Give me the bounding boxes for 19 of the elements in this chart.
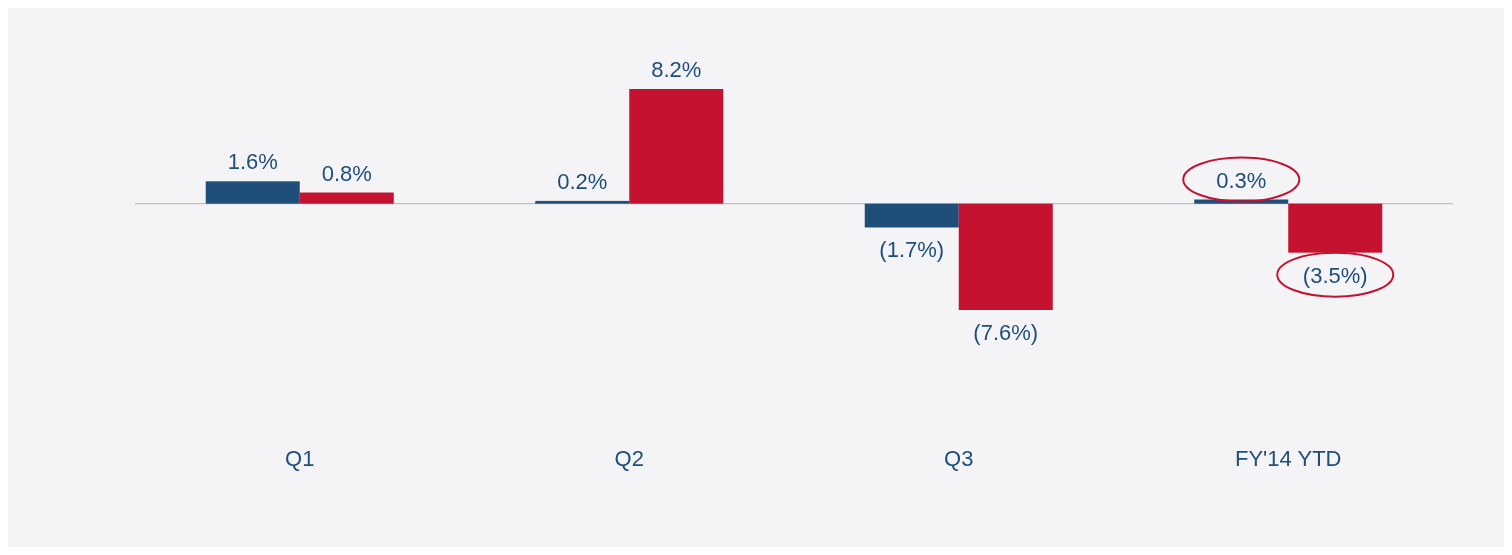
data-label: 0.8%: [321, 160, 372, 186]
bar: [864, 203, 959, 228]
bar: [299, 192, 394, 204]
bar: [535, 200, 630, 204]
bar: [1288, 203, 1383, 253]
x-tick-label: Q1: [285, 446, 315, 471]
bar: [958, 203, 1053, 310]
x-tick-label: FY'14 YTD: [1235, 446, 1342, 471]
data-label: 0.2%: [557, 168, 608, 194]
bar: [629, 89, 724, 204]
data-label: (7.6%): [973, 320, 1039, 345]
x-tick-label: Q3: [944, 446, 974, 471]
data-label: (1.7%): [879, 237, 945, 263]
x-tick-label: Q2: [614, 446, 644, 471]
data-label: 0.3%: [1216, 167, 1267, 193]
data-label: (3.5%): [1302, 262, 1368, 288]
data-label: 8.2%: [651, 57, 702, 82]
bar: [205, 181, 300, 204]
data-label: 1.6%: [227, 149, 278, 175]
